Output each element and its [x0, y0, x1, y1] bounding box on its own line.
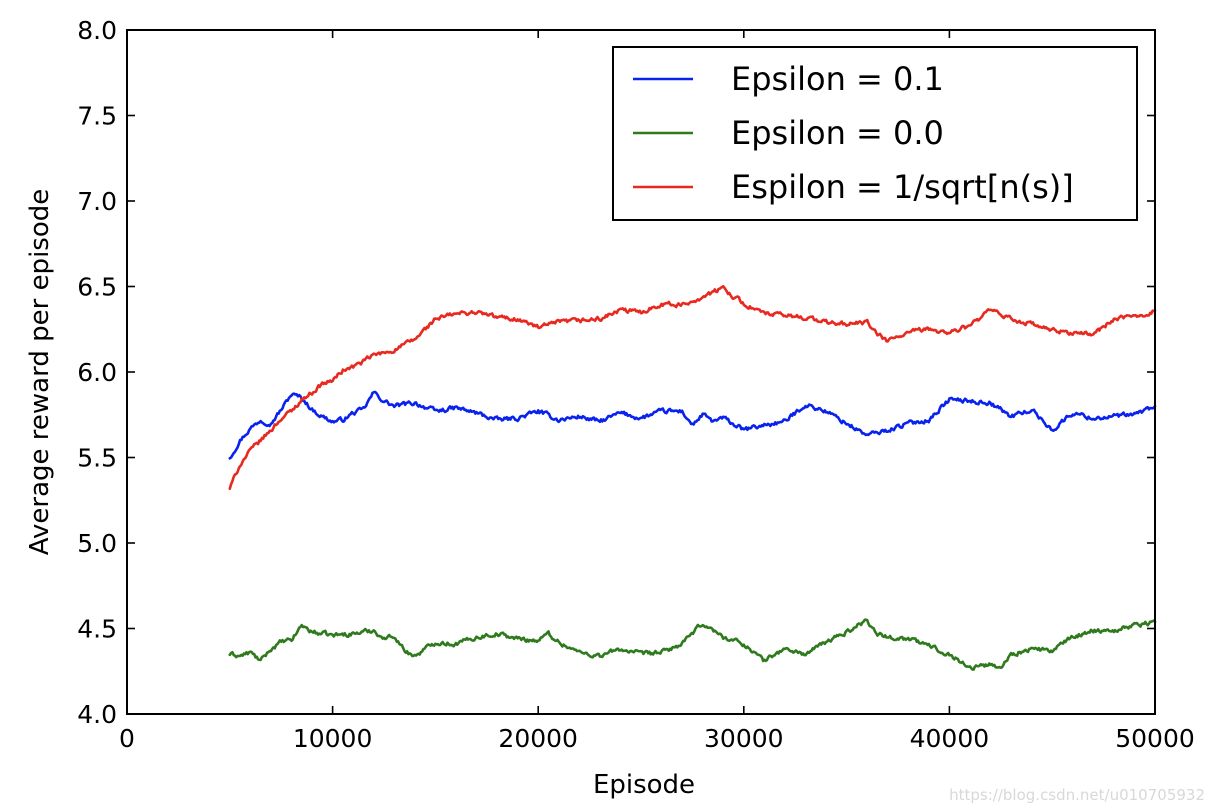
- legend: Epsilon = 0.1 Epsilon = 0.0 Espilon = 1/sq…: [612, 46, 1138, 221]
- legend-label-3: Espilon = 1/sqrt[n(s)]: [731, 168, 1074, 206]
- y-tick-label: 8.0: [77, 16, 117, 45]
- y-tick-label: 6.5: [77, 273, 117, 302]
- y-tick-label: 4.5: [77, 615, 117, 644]
- legend-label-1: Epsilon = 0.1: [731, 60, 944, 98]
- y-tick-label: 7.5: [77, 102, 117, 131]
- x-tick-label: 20000: [498, 724, 578, 753]
- series-line-3: [228, 284, 1157, 491]
- x-tick-label: 50000: [1115, 724, 1195, 753]
- series-layer: [228, 284, 1157, 671]
- legend-box: [612, 46, 1138, 221]
- watermark-text: https://blog.csdn.net/u010705932: [949, 786, 1205, 804]
- x-tick-label: 0: [119, 724, 135, 753]
- x-tick-label: 10000: [293, 724, 373, 753]
- y-tick-label: 6.0: [77, 358, 117, 387]
- series-line-2: [228, 618, 1157, 671]
- series-line-1: [228, 390, 1157, 460]
- ticks-layer: 0 10000 20000 30000 40000 50000 4.0 4.5 5.0 5.5 6.…: [77, 16, 1195, 753]
- x-tick-label: 30000: [704, 724, 784, 753]
- y-tick-label: 5.5: [77, 444, 117, 473]
- legend-label-2: Epsilon = 0.0: [731, 114, 944, 152]
- y-tick-label: 7.0: [77, 187, 117, 216]
- x-axis-label: Episode: [593, 770, 695, 800]
- y-tick-label: 4.0: [77, 700, 117, 729]
- x-tick-label: 40000: [910, 724, 990, 753]
- y-tick-label: 5.0: [77, 529, 117, 558]
- y-axis-label: Average reward per episode: [25, 189, 55, 555]
